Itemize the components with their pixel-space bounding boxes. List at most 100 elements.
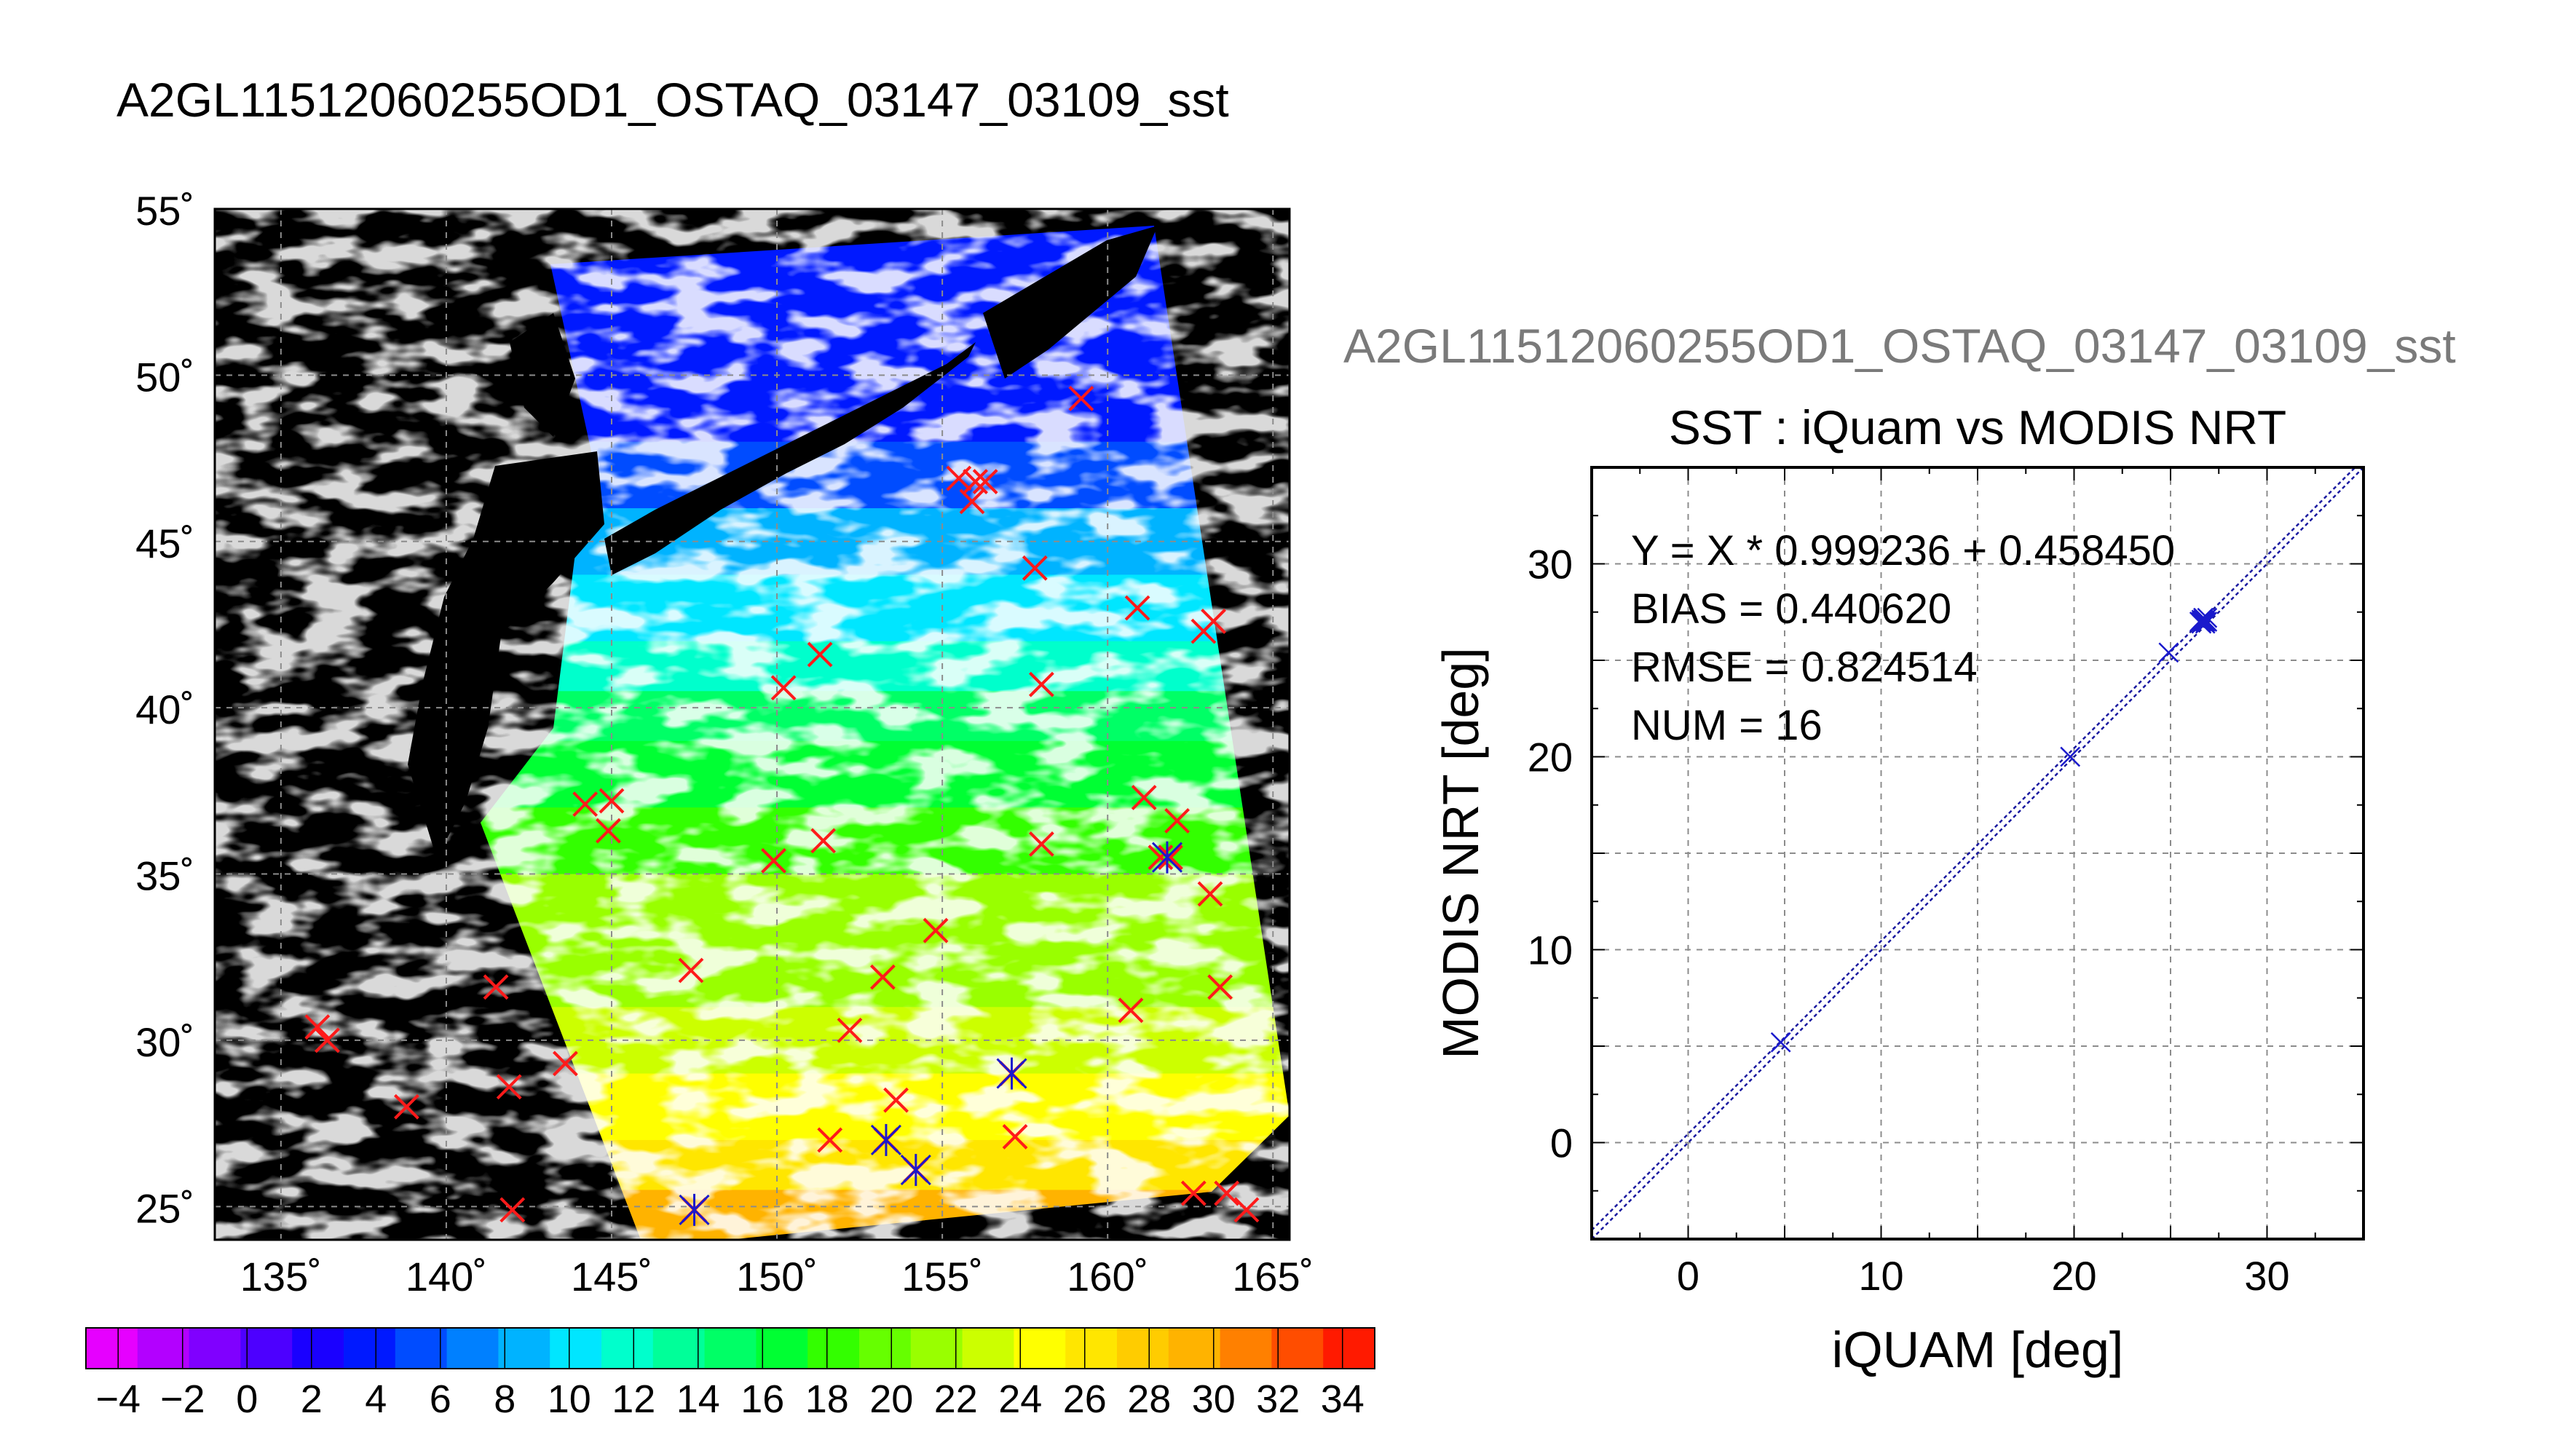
- buoy-markers: [304, 385, 1260, 1226]
- scatter-point: [2191, 613, 2212, 634]
- colorbar-cell: [704, 1328, 757, 1369]
- colorbar-tick-label: 10: [548, 1377, 591, 1421]
- match-marker: [870, 1123, 901, 1156]
- colorbar-tick-label: −2: [160, 1377, 205, 1421]
- lat-tick-label: 40˚: [135, 687, 194, 732]
- buoy-marker: [1158, 844, 1183, 871]
- colorbar-cell: [910, 1328, 963, 1369]
- identity-line: [1592, 467, 2364, 1239]
- y-tick-label: 10: [1528, 927, 1573, 973]
- scatter-title: SST : iQuam vs MODIS NRT: [1669, 400, 2286, 454]
- lat-tick-label: 30˚: [135, 1019, 194, 1065]
- scatter-annotation: RMSE = 0.824514: [1631, 644, 1978, 691]
- colorbar-tick-label: 6: [430, 1377, 451, 1421]
- buoy-marker: [596, 818, 621, 844]
- colorbar: −4 −2 0 2 4 6 8 10 12 14 16 18 20 22 24 26 28 30 32 34: [85, 1327, 1375, 1421]
- colorbar-cell: [652, 1328, 706, 1369]
- y-tick-label: 20: [1528, 735, 1573, 780]
- colorbar-tick-label: 22: [934, 1377, 978, 1421]
- colorbar-tick-labels: −4 −2 0 2 4 6 8 10 12 14 16 18 20 22 24 26 28 30 32 34: [95, 1328, 1365, 1421]
- colorbar-tick-label: 32: [1256, 1377, 1300, 1421]
- colorbar-tick-label: 34: [1321, 1377, 1365, 1421]
- lon-tick-label: 155˚: [901, 1254, 983, 1299]
- buoy-marker: [1028, 831, 1054, 857]
- buoy-marker: [837, 1017, 863, 1043]
- buoy-marker: [1214, 1180, 1240, 1206]
- buoy-marker: [599, 788, 625, 814]
- buoy-marker: [1118, 997, 1144, 1024]
- buoy-marker: [1022, 555, 1048, 581]
- colorbar-cell: [962, 1328, 1014, 1369]
- lon-tick-label: 160˚: [1067, 1254, 1148, 1299]
- buoy-marker: [1002, 1123, 1028, 1150]
- buoy-marker: [1180, 1180, 1207, 1206]
- buoy-marker: [1124, 595, 1150, 621]
- x-tick-label: 30: [2244, 1253, 2289, 1299]
- map-grid: [215, 209, 1290, 1240]
- lon-tick-label: 165˚: [1232, 1254, 1314, 1299]
- colorbar-cell: [1065, 1328, 1118, 1369]
- colorbar-cell: [601, 1328, 654, 1369]
- colorbar-cell: [240, 1328, 293, 1369]
- buoy-marker: [1197, 881, 1223, 907]
- scatter-point: [2195, 612, 2216, 632]
- buoy-marker: [810, 828, 837, 854]
- buoy-marker: [304, 1014, 331, 1040]
- buoy-marker: [923, 917, 949, 943]
- colorbar-tick-label: 30: [1192, 1377, 1236, 1421]
- scatter-point: [2060, 746, 2081, 767]
- colorbar-tick-label: 20: [869, 1377, 913, 1421]
- colorbar-tick-label: 4: [365, 1377, 387, 1421]
- colorbar-cell: [859, 1328, 912, 1369]
- colorbar-tick-label: 28: [1127, 1377, 1171, 1421]
- main-title: A2GL11512060255OD1_OSTAQ_03147_03109_sst: [117, 73, 1229, 127]
- buoy-marker: [1028, 671, 1054, 697]
- buoy-marker: [393, 1093, 419, 1120]
- lat-tick-label: 55˚: [135, 188, 194, 234]
- colorbar-cell: [1220, 1328, 1272, 1369]
- colorbar-tick-label: 12: [612, 1377, 655, 1421]
- scatter-annotation: BIAS = 0.440620: [1631, 585, 1951, 633]
- y-axis-label: MODIS NRT [deg]: [1432, 647, 1489, 1059]
- buoy-marker: [963, 469, 988, 494]
- colorbar-cell: [189, 1328, 241, 1369]
- colorbar-tick-label: 0: [236, 1377, 258, 1421]
- buoy-marker: [946, 465, 972, 491]
- scatter-ticks: 0 10 20 30 0 10 20 30: [1528, 467, 2364, 1299]
- scatter-point: [2193, 607, 2214, 628]
- colorbar-cell: [1117, 1328, 1169, 1369]
- colorbar-tick-label: 2: [301, 1377, 323, 1421]
- colorbar-cell: [344, 1328, 396, 1369]
- buoy-marker: [761, 847, 786, 874]
- colorbar-cell: [756, 1328, 808, 1369]
- buoy-marker: [678, 957, 704, 984]
- match-marker: [900, 1154, 931, 1187]
- fit-lines: [1592, 467, 2364, 1239]
- y-tick-label: 0: [1550, 1120, 1573, 1166]
- hokkaido-land: [444, 451, 604, 655]
- colorbar-tick-label: 8: [494, 1377, 516, 1421]
- colorbar-cell: [446, 1328, 499, 1369]
- sst-map-panel: 55˚ 50˚ 45˚ 40˚ 35˚ 30˚ 25˚ 135˚ 140˚ 145˚ 150˚ 155…: [135, 188, 1314, 1299]
- colorbar-cells: [86, 1328, 1375, 1369]
- lat-tick-label: 35˚: [135, 853, 194, 899]
- colorbar-tick-label: 16: [741, 1377, 784, 1421]
- buoy-marker: [483, 974, 509, 1000]
- match-marker: [1151, 841, 1183, 874]
- buoy-marker: [883, 1087, 909, 1113]
- lat-tick-label: 50˚: [135, 354, 194, 400]
- x-tick-label: 0: [1677, 1253, 1699, 1299]
- colorbar-cell: [1014, 1328, 1066, 1369]
- lon-tick-label: 150˚: [736, 1254, 818, 1299]
- buoy-marker: [1201, 608, 1226, 634]
- colorbar-tick-label: −4: [95, 1377, 141, 1421]
- buoy-marker: [572, 791, 599, 818]
- colorbar-cell: [395, 1328, 448, 1369]
- buoy-marker: [807, 641, 833, 668]
- buoy-marker: [1233, 1197, 1260, 1223]
- buoy-marker: [770, 675, 797, 701]
- scatter-point: [2158, 642, 2179, 663]
- buoy-marker: [1131, 785, 1157, 810]
- colorbar-frame: [85, 1327, 1375, 1369]
- scatter-annotation: NUM = 16: [1631, 702, 1823, 749]
